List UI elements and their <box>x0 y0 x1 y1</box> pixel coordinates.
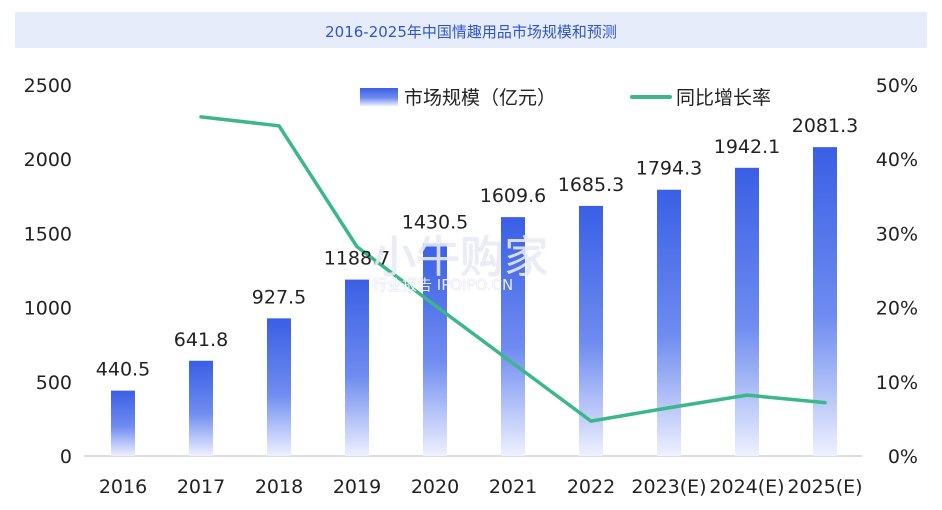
x-tick-label: 2025(E) <box>787 476 862 498</box>
x-tick-label: 2023(E) <box>631 476 706 498</box>
y-right-tick-label: 20% <box>876 298 918 320</box>
bar-value-label: 1685.3 <box>558 174 624 196</box>
y-left-tick-label: 1000 <box>24 298 72 320</box>
bar-2020 <box>423 243 447 456</box>
legend-bar-label: 市场规模（亿元） <box>404 87 556 109</box>
bar-value-label: 1794.3 <box>636 158 702 180</box>
watermark-sub: 行业报告 IPOIPO.CN <box>372 276 514 294</box>
growth-rate-line <box>199 115 827 423</box>
bar-2024(E) <box>735 167 759 456</box>
y-left-tick-label: 500 <box>36 372 72 394</box>
bar-value-label: 927.5 <box>252 286 306 308</box>
bar-value-label: 2081.3 <box>792 115 858 137</box>
bar-2017 <box>189 360 213 456</box>
bar-value-label: 1942.1 <box>714 136 780 158</box>
bar-2021 <box>501 217 525 456</box>
chart-title-bar: 2016-2025年中国情趣用品市场规模和预测 <box>15 12 927 48</box>
x-tick-label: 2017 <box>177 476 225 498</box>
bar-value-label: 440.5 <box>96 359 150 381</box>
bar-2016 <box>111 390 135 456</box>
legend-bar-swatch <box>360 88 398 106</box>
bar-2019 <box>345 279 369 456</box>
bar-value-label: 1188.7 <box>324 248 390 270</box>
bar-value-label: 1609.6 <box>480 185 546 207</box>
y-right-tick-label: 0% <box>888 446 918 468</box>
legend-line-label: 同比增长率 <box>676 87 771 109</box>
bar-2025(E) <box>813 147 837 457</box>
chart-title: 2016-2025年中国情趣用品市场规模和预测 <box>325 23 617 41</box>
y-left-tick-label: 1500 <box>24 223 72 245</box>
x-tick-label: 2016 <box>99 476 147 498</box>
y-right-tick-label: 40% <box>876 149 918 171</box>
y-right-tick-label: 30% <box>876 223 918 245</box>
y-left-tick-label: 2500 <box>24 75 72 97</box>
bar-2023(E) <box>657 189 681 456</box>
bar-value-label: 641.8 <box>174 329 228 351</box>
x-tick-label: 2020 <box>411 476 459 498</box>
y-left-tick-label: 0 <box>60 446 72 468</box>
x-tick-label: 2021 <box>489 476 537 498</box>
x-tick-label: 2024(E) <box>709 476 784 498</box>
y-right-tick-label: 50% <box>876 75 918 97</box>
x-tick-label: 2022 <box>567 476 615 498</box>
x-tick-label: 2018 <box>255 476 303 498</box>
bar-value-label: 1430.5 <box>402 212 468 234</box>
watermark-main: 小牛购家 <box>372 232 548 283</box>
x-tick-label: 2019 <box>333 476 381 498</box>
bar-2018 <box>267 318 291 456</box>
y-left-tick-label: 2000 <box>24 149 72 171</box>
y-right-tick-label: 10% <box>876 372 918 394</box>
